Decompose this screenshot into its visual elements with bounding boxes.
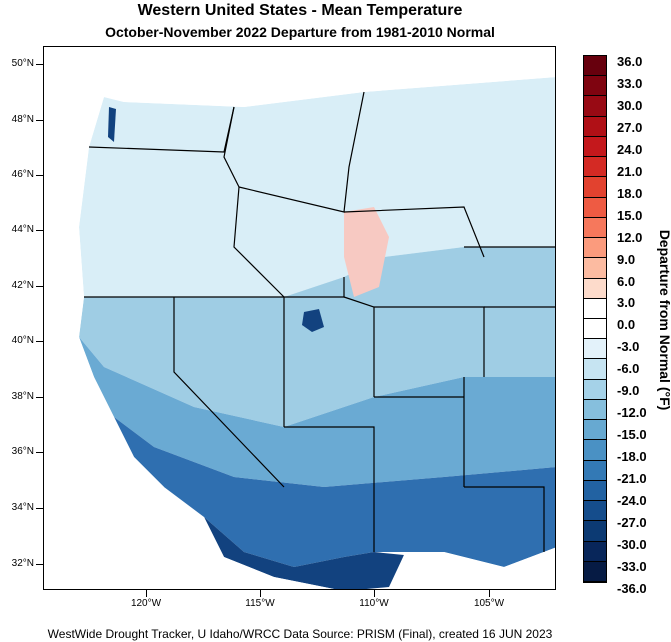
colorbar-label: -3.0 (617, 339, 640, 355)
colorbar-cell (584, 238, 606, 259)
colorbar-cell (584, 96, 606, 117)
colorbar-label: 27.0 (617, 119, 643, 135)
land-far-south (204, 517, 404, 589)
colorbar-cell (584, 278, 606, 299)
lat-label: 34°N (11, 502, 34, 513)
lat-label: 50°N (11, 58, 34, 69)
mexico-outline-east (389, 547, 555, 589)
lat-tick (36, 175, 43, 176)
lat-label: 48°N (11, 114, 34, 125)
colorbar-cell (584, 501, 606, 522)
colorbar-label: 6.0 (617, 273, 636, 289)
colorbar-label: -33.0 (617, 558, 647, 574)
pacific-ocean (44, 67, 164, 589)
colorbar-label: 9.0 (617, 251, 636, 267)
colorbar-cell (584, 420, 606, 441)
lon-label: 110°W (359, 598, 389, 609)
lat-label: 42°N (11, 280, 34, 291)
lon-label: 120°W (130, 598, 162, 609)
lat-label: 40°N (11, 335, 34, 346)
colorbar-label: 36.0 (617, 54, 643, 69)
temperature-map (44, 47, 555, 589)
colorbar-label: 24.0 (617, 141, 643, 157)
colorbar-cell (584, 197, 606, 218)
land-south (114, 417, 555, 567)
colorbar-label: 3.0 (617, 295, 636, 311)
colorbar-label: -24.0 (617, 493, 647, 508)
colorbar-cell (584, 480, 606, 502)
lat-tick (36, 397, 43, 398)
colorbar-cell (584, 298, 606, 319)
lon-label: 115°W (245, 598, 275, 609)
lon-tick (374, 590, 375, 597)
colorbar-cell (584, 319, 606, 340)
lat-tick (36, 286, 43, 287)
colorbar-cell (584, 217, 606, 239)
colorbar-cell (584, 359, 606, 380)
colorbar-label: 15.0 (617, 207, 643, 223)
colorbar-label: -6.0 (617, 361, 640, 377)
colorbar-label: 21.0 (617, 163, 643, 179)
lat-tick (36, 508, 43, 509)
colorbar-cell (584, 440, 606, 461)
colorbar-label: -18.0 (617, 449, 647, 465)
lon-label: 105°W (473, 598, 505, 609)
lat-label: 46°N (11, 169, 34, 180)
land-mid (79, 247, 555, 427)
colorbar-cell (584, 56, 606, 77)
colorbar-cell (584, 116, 606, 137)
colorbar-cell (584, 521, 606, 542)
lat-label: 38°N (11, 391, 34, 402)
colorbar-label: -9.0 (617, 383, 640, 399)
lat-tick (36, 341, 43, 342)
lat-label: 44°N (11, 224, 34, 235)
colorbar-label: 18.0 (617, 185, 643, 201)
colorbar-label: -30.0 (617, 536, 647, 552)
colorbar-cell (584, 258, 606, 279)
colorbar-cell (584, 399, 606, 421)
map-title: Western United States - Mean Temperature (137, 2, 463, 19)
land-coast (79, 337, 555, 487)
lat-label: 36°N (11, 446, 34, 457)
lat-tick (36, 120, 43, 121)
state-borders (84, 91, 555, 552)
great-salt-lake (302, 309, 324, 332)
colorbar-cell (584, 379, 606, 400)
lon-tick (146, 590, 147, 597)
canada-outline (44, 47, 555, 107)
lon-tick (260, 590, 261, 597)
colorbar-label: -12.0 (617, 405, 647, 421)
lat-tick (36, 230, 43, 231)
colorbar-cell (584, 460, 606, 481)
colorbar-label: 30.0 (617, 97, 643, 113)
lat-tick (36, 64, 43, 65)
colorbar-cell (584, 339, 606, 360)
map-subtitle: October-November 2022 Departure from 198… (105, 24, 495, 40)
colorbar (583, 55, 607, 583)
colorbar-title: Departure from Normal (°F) (657, 229, 671, 411)
map-frame (43, 46, 556, 590)
puget-sound (108, 107, 116, 142)
colorbar-label: -15.0 (617, 427, 647, 443)
colorbar-label: -27.0 (617, 514, 647, 530)
colorbar-label: -36.0 (617, 580, 647, 596)
lat-tick (36, 564, 43, 565)
colorbar-cell (584, 157, 606, 178)
lon-tick (489, 590, 490, 597)
mexico-outline (164, 517, 334, 589)
colorbar-label: 0.0 (617, 317, 636, 333)
colorbar-cell (584, 177, 606, 198)
colorbar-cell (584, 76, 606, 97)
land-warm-patch (344, 207, 389, 297)
land-north (79, 77, 555, 297)
colorbar-cell (584, 541, 606, 562)
lat-tick (36, 452, 43, 453)
lat-label: 32°N (11, 558, 34, 569)
footer-credit: WestWide Drought Tracker, U Idaho/WRCC D… (47, 627, 553, 641)
colorbar-cell (584, 561, 606, 582)
colorbar-label: 12.0 (617, 229, 643, 245)
colorbar-cell (584, 136, 606, 158)
colorbar-label: 33.0 (617, 75, 643, 91)
colorbar-label: -21.0 (617, 471, 647, 487)
